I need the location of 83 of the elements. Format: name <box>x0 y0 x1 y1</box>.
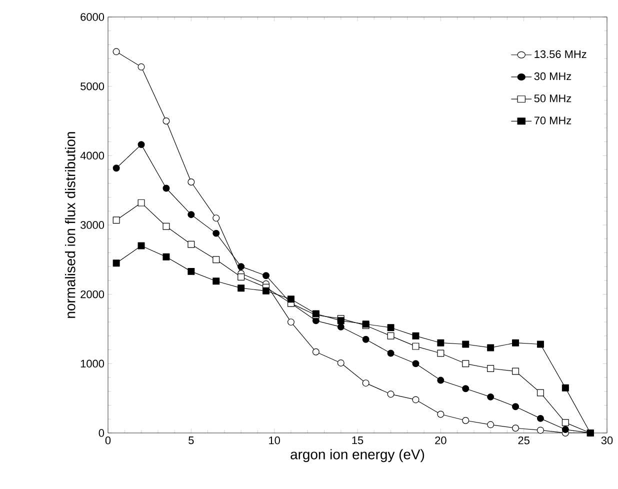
y-tick-label: 2000 <box>80 290 104 298</box>
point <box>387 390 394 398</box>
y-tick-label: 6000 <box>80 13 104 21</box>
point <box>562 426 569 434</box>
point <box>512 368 520 375</box>
point <box>188 240 195 248</box>
point <box>387 350 394 357</box>
point <box>412 342 420 350</box>
point <box>536 340 544 348</box>
point <box>437 339 444 346</box>
x-tick-label: 20 <box>435 436 446 444</box>
point <box>412 360 420 368</box>
point <box>437 376 444 384</box>
point <box>462 417 470 424</box>
point <box>487 421 494 428</box>
point <box>212 278 220 285</box>
x-tick-label: 15 <box>352 436 364 444</box>
point <box>536 426 544 434</box>
point <box>562 419 569 426</box>
point <box>262 272 270 280</box>
point <box>138 141 145 148</box>
x-tick-label: 0 <box>105 436 111 444</box>
point <box>188 211 195 218</box>
point <box>412 396 420 404</box>
point <box>387 332 394 340</box>
point <box>112 260 120 267</box>
point <box>512 339 520 346</box>
legend-label: 30 MHz <box>534 72 572 80</box>
y-tick-label: 3000 <box>80 221 104 229</box>
point <box>437 410 444 418</box>
point <box>287 318 294 326</box>
point <box>312 348 320 356</box>
point <box>362 380 370 387</box>
point <box>487 393 494 400</box>
point <box>138 242 145 250</box>
point <box>212 256 220 264</box>
legend-label: 70 MHz <box>534 116 572 124</box>
point <box>188 178 195 186</box>
y-axis-title: normalised ion flux distribution <box>65 132 76 318</box>
point <box>562 384 569 392</box>
point <box>337 359 344 366</box>
y-tick-label: 0 <box>98 429 104 437</box>
x-axis-title: argon ion energy (eV) <box>290 449 424 462</box>
point <box>162 118 170 124</box>
legend-label: 13.56 MHz <box>534 50 586 58</box>
x-tick-label: 5 <box>188 436 194 444</box>
point <box>212 214 220 222</box>
point <box>536 389 544 396</box>
x-tick-label: 30 <box>601 436 613 444</box>
point <box>162 222 170 230</box>
legend-label: 50 MHz <box>534 94 572 102</box>
point <box>212 230 220 237</box>
point <box>112 216 120 224</box>
point <box>412 332 420 340</box>
point <box>387 324 394 332</box>
x-tick-label: 10 <box>269 436 280 444</box>
point <box>462 360 470 368</box>
point <box>112 48 120 56</box>
point <box>162 253 170 260</box>
point <box>238 263 245 270</box>
point <box>138 199 145 206</box>
point <box>262 287 270 294</box>
point <box>287 296 294 303</box>
point <box>512 424 520 432</box>
point <box>462 385 470 392</box>
point <box>188 268 195 275</box>
y-tick-label: 5000 <box>80 82 104 90</box>
point <box>437 350 444 357</box>
y-tick-label: 1000 <box>80 360 104 368</box>
point <box>112 164 120 172</box>
point <box>362 336 370 343</box>
point <box>337 323 344 330</box>
point <box>162 184 170 192</box>
point <box>512 403 520 410</box>
point <box>238 274 245 280</box>
point <box>487 365 494 372</box>
y-tick-label: 4000 <box>80 152 104 160</box>
point <box>536 414 544 422</box>
point <box>138 63 145 70</box>
x-tick-label: 25 <box>518 436 530 444</box>
point <box>238 284 245 292</box>
point <box>487 344 494 352</box>
point <box>462 340 470 348</box>
